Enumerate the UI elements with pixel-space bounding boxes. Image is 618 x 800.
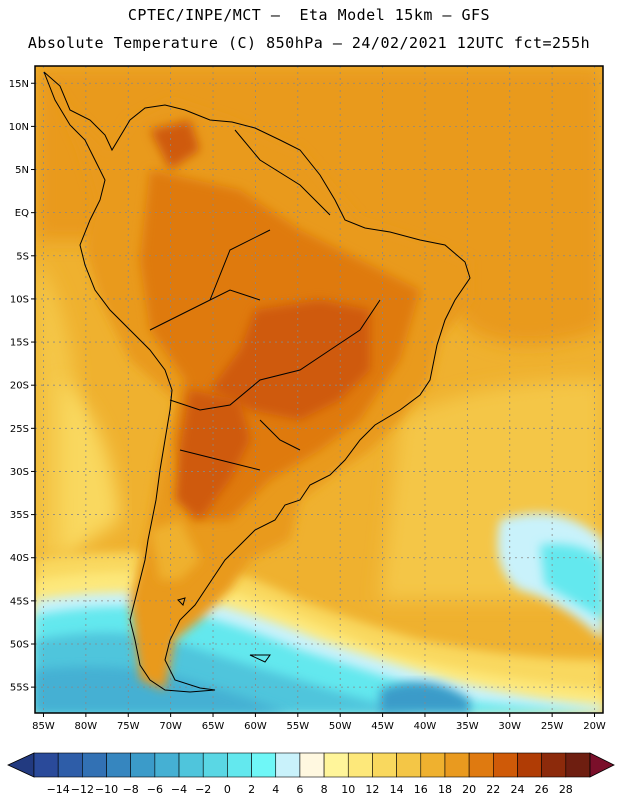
lat-label: 40S xyxy=(10,553,29,564)
chart-subtitle: Absolute Temperature (C) 850hPa – 24/02/… xyxy=(27,34,591,52)
chart-title: CPTEC/INPE/MCT – Eta Model 15km – GFS xyxy=(127,6,491,24)
colorbar-swatch xyxy=(57,752,83,778)
lat-label: 25S xyxy=(10,424,29,435)
lat-label: 20S xyxy=(10,381,29,392)
colorbar-swatch xyxy=(106,752,131,778)
colorbar-label: 14 xyxy=(390,783,404,796)
colorbar-swatch xyxy=(154,752,180,778)
temperature-field xyxy=(35,66,603,713)
colorbar-swatch xyxy=(420,752,446,778)
colorbar-swatch xyxy=(275,752,301,778)
colorbar-label: −8 xyxy=(123,783,139,796)
graticule xyxy=(35,66,603,713)
colorbar-label: −14 xyxy=(47,783,70,796)
lon-label: 35W xyxy=(456,721,479,732)
colorbar-label: 8 xyxy=(321,783,328,796)
colorbar-swatch xyxy=(517,752,542,778)
lat-label: 10N xyxy=(9,122,29,133)
colorbar-label: −6 xyxy=(147,783,163,796)
colorbar-swatch xyxy=(468,752,494,778)
colorbar-swatch xyxy=(251,752,277,778)
lat-label: 10S xyxy=(10,294,29,305)
colorbar-swatch xyxy=(493,752,518,778)
lat-label: EQ xyxy=(15,208,29,219)
lon-label: 80W xyxy=(75,721,98,732)
lat-label: 15S xyxy=(10,338,29,349)
lat-label: 5N xyxy=(15,165,29,176)
map-frame xyxy=(34,65,604,714)
colorbar-swatch xyxy=(202,752,228,778)
colorbar-label: 10 xyxy=(341,783,355,796)
lon-label: 60W xyxy=(244,721,267,732)
colorbar-swatch xyxy=(130,752,156,778)
colorbar-label: 26 xyxy=(535,783,549,796)
lat-label: 30S xyxy=(10,467,29,478)
lat-label: 15N xyxy=(9,79,29,90)
colorbar-label: 12 xyxy=(365,783,379,796)
lon-label: 20W xyxy=(583,721,606,732)
colorbar-label: 16 xyxy=(414,783,428,796)
colorbar-label: −10 xyxy=(95,783,118,796)
lon-label: 25W xyxy=(541,721,564,732)
colorbar-label: −12 xyxy=(71,783,94,796)
colorbar-swatch xyxy=(178,752,204,778)
lon-label: 45W xyxy=(371,721,394,732)
colorbar-swatch xyxy=(323,752,349,778)
colorbar-swatch xyxy=(33,752,59,778)
lat-label: 35S xyxy=(10,510,29,521)
lon-label: 75W xyxy=(117,721,140,732)
lat-label: 55S xyxy=(10,683,29,694)
colorbar-label: 18 xyxy=(438,783,452,796)
lat-label: 50S xyxy=(10,639,29,650)
colorbar-label: 28 xyxy=(559,783,573,796)
colorbar-swatch xyxy=(372,752,397,778)
lon-label: 85W xyxy=(32,721,55,732)
coastlines xyxy=(43,71,471,693)
lat-label: 45S xyxy=(10,596,29,607)
colorbar-label: −4 xyxy=(171,783,187,796)
lon-label: 40W xyxy=(414,721,437,732)
colorbar-label: 2 xyxy=(248,783,255,796)
lon-label: 55W xyxy=(286,721,309,732)
colorbar-min-arrow xyxy=(7,752,35,778)
colorbar-label: 6 xyxy=(296,783,303,796)
colorbar-label: 24 xyxy=(510,783,524,796)
colorbar-swatch xyxy=(396,752,422,778)
colorbar-swatch xyxy=(444,752,470,778)
lat-label: 5S xyxy=(16,251,29,262)
colorbar-label: −2 xyxy=(195,783,211,796)
colorbar-swatch xyxy=(299,752,325,778)
colorbar-swatch xyxy=(347,752,373,778)
colorbar-label: 22 xyxy=(486,783,500,796)
colorbar-swatch xyxy=(541,752,567,778)
colorbar-swatch xyxy=(227,752,252,778)
colorbar-label: 0 xyxy=(224,783,231,796)
lon-label: 50W xyxy=(329,721,352,732)
colorbar-label: 4 xyxy=(272,783,279,796)
colorbar-label: 20 xyxy=(462,783,476,796)
colorbar-swatch xyxy=(82,752,107,778)
colorbar-swatch xyxy=(565,752,591,778)
axis-ticks: 15N 10N 5N EQ 5S 10S 15S 20S 25S 30S 35S 40S 45S 50S 5… xyxy=(9,79,606,732)
lon-label: 30W xyxy=(498,721,521,732)
colorbar: −14 −12 −10 −8 −6 −4 −2 0 2 4 6 8 10 12 14 16 18 20 22 24 26… xyxy=(7,752,615,796)
lon-label: 65W xyxy=(202,721,225,732)
colorbar-max-arrow xyxy=(589,752,615,778)
lon-label: 70W xyxy=(159,721,182,732)
